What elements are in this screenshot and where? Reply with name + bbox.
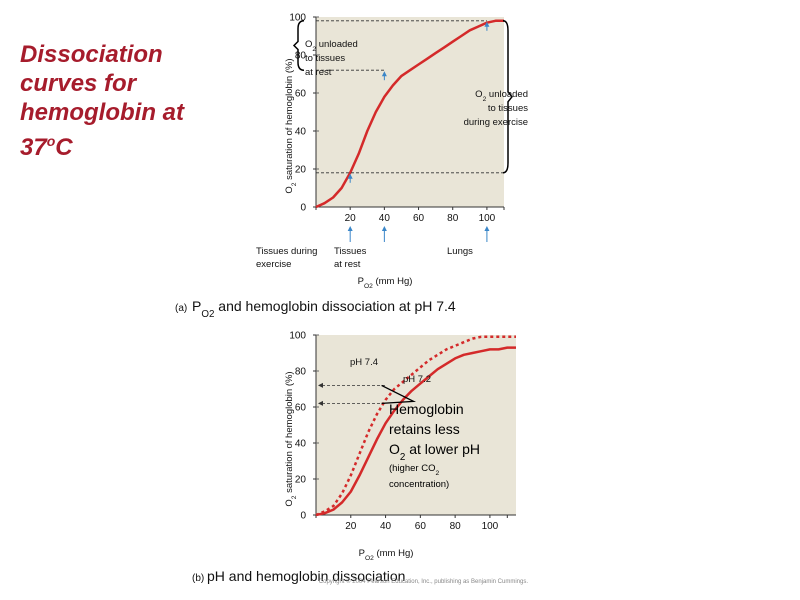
panel-a-y-tick-label: 40 xyxy=(295,127,307,138)
panel-b-callout-line1: Hemoglobin xyxy=(389,401,464,417)
panel-a-arrow-exercise-head xyxy=(347,173,353,179)
panel-a-label-lungs: Lungs xyxy=(447,246,473,257)
panel-a-arrow-rest-head xyxy=(381,71,387,77)
panel-b-plot-area xyxy=(316,335,516,515)
panel-b-series-line-ph72 xyxy=(315,346,516,517)
panel-b-y-tick-label: 0 xyxy=(300,511,306,522)
panel-b-x-tick-label: 60 xyxy=(415,521,427,532)
panel-a-y-axis-label: O2 saturation of hemoglobin (%) xyxy=(284,58,298,193)
panel-b-y-tick-label: 100 xyxy=(289,331,306,342)
panel-a-annotation-exercise-line3: during exercise xyxy=(464,117,528,128)
panel-b-callout-line3: O2 at lower pH xyxy=(389,441,480,463)
panel-a-x-tick-label: 20 xyxy=(345,213,357,224)
panel-a-x-tick-label: 60 xyxy=(413,213,425,224)
panel-b-callout-line2: retains less xyxy=(389,421,460,437)
panel-a-arrow-label-lungs-head xyxy=(484,226,490,231)
panel-b-y-tick-label: 80 xyxy=(295,367,307,378)
panel-a-x-axis-label: PO2 (mm Hg) xyxy=(358,276,413,290)
panel-a-y-tick-label: 80 xyxy=(295,51,307,62)
panel-a-label-tissues-exercise-2: exercise xyxy=(256,259,291,270)
panel-a-arrow-label-rest-head xyxy=(381,226,387,231)
panel-a-y-tick-label: 60 xyxy=(295,89,307,100)
panel-a-label-tissues-rest: Tissues xyxy=(334,246,367,257)
panel-b-caption: pH and hemoglobin dissociation xyxy=(207,568,405,584)
panel-a-label-tissues-rest-2: at rest xyxy=(334,259,361,270)
panel-b-callout-line5: concentration) xyxy=(389,479,449,490)
panel-b-callout-line4: (higher CO2 xyxy=(389,463,439,477)
panel-a-brace-exercise xyxy=(502,20,513,174)
copyright-notice: Copyright © 2004 Pearson Education, Inc.… xyxy=(319,578,529,585)
panel-a-series-line xyxy=(315,19,504,209)
panel-a-annotation-exercise-line2: to tissues xyxy=(488,103,528,114)
panel-a-brace-rest xyxy=(292,20,305,71)
panel-b-x-tick-label: 80 xyxy=(450,521,462,532)
panel-b-y-axis-label: O2 saturation of hemoglobin (%) xyxy=(284,371,298,506)
panel-b-series-label-ph74: pH 7.4 xyxy=(350,357,378,368)
panel-b-reference-arrowhead xyxy=(318,382,323,388)
panel-b-series-line-ph74 xyxy=(315,335,516,517)
panel-a-annotation-rest-line3: at rest xyxy=(305,67,332,78)
panel-a-annotation-rest-line2: to tissues xyxy=(305,53,345,64)
panel-a-y-tick-label: 20 xyxy=(295,165,307,176)
panel-b-x-axis-label: PO2 (mm Hg) xyxy=(359,548,414,562)
panel-b-tag: (b) xyxy=(192,573,204,584)
panel-a-arrow-label-exercise-head xyxy=(347,226,353,231)
panel-b-y-tick-label: 20 xyxy=(295,475,307,486)
panel-b-x-tick-label: 100 xyxy=(482,521,499,532)
panel-b-reference-arrowhead xyxy=(318,400,323,406)
panel-b-callout-pointer xyxy=(381,384,417,405)
panel-a-caption: PO2 and hemoglobin dissociation at pH 7.… xyxy=(192,298,456,320)
panel-a-annotation-rest-line1: O2 unloaded xyxy=(305,39,358,53)
panel-b-y-tick-label: 40 xyxy=(295,439,307,450)
slide-title: Dissociation curves for hemoglobin at 37… xyxy=(20,41,184,161)
panel-a-y-tick-label: 0 xyxy=(300,203,306,214)
panel-a-y-tick-label: 100 xyxy=(289,13,306,24)
panel-a-x-tick-label: 100 xyxy=(479,213,496,224)
panel-a-arrow-lungs-head xyxy=(484,21,490,27)
panel-b-x-tick-label: 40 xyxy=(380,521,392,532)
panel-a-tag: (a) xyxy=(175,303,187,314)
panel-a-x-tick-label: 80 xyxy=(447,213,459,224)
panel-a-annotation-exercise-line1: O2 unloaded xyxy=(475,89,528,103)
panel-a-label-tissues-exercise: Tissues during xyxy=(256,246,317,257)
panel-b-y-tick-label: 60 xyxy=(295,403,307,414)
panel-b-x-tick-label: 20 xyxy=(345,521,357,532)
panel-a-x-tick-label: 40 xyxy=(379,213,391,224)
panel-b-series-label-ph72: pH 7.2 xyxy=(403,374,431,385)
